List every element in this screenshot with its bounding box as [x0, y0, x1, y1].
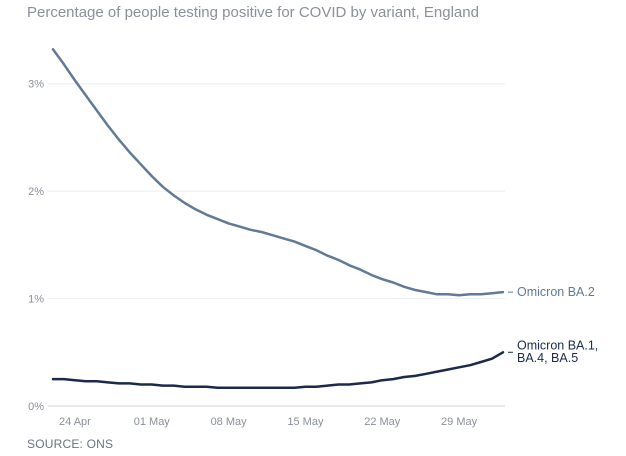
x-tick-label: 08 May — [211, 416, 248, 428]
y-tick-label: 3% — [28, 79, 44, 91]
x-axis: 24 Apr 01 May 08 May 15 May 22 May 29 May — [59, 416, 478, 428]
x-tick-label: 01 May — [134, 416, 171, 428]
y-tick-label: 1% — [28, 294, 44, 306]
x-tick-label: 22 May — [364, 416, 401, 428]
series-lines — [51, 48, 505, 389]
chart-title: Percentage of people testing positive fo… — [27, 4, 479, 21]
y-tick-label: 0% — [28, 401, 44, 413]
x-tick-label: 29 May — [441, 416, 478, 428]
series-label: Omicron BA.1, — [517, 338, 598, 352]
grid-lines — [48, 83, 505, 407]
x-tick-label: 24 Apr — [59, 416, 91, 428]
series-label: Omicron BA.2 — [517, 285, 595, 299]
source-note: SOURCE: ONS — [27, 437, 114, 451]
series-labels: Omicron BA.2 Omicron BA.1,BA.4, BA.5 — [508, 285, 598, 365]
series-line-1 — [51, 351, 505, 389]
series-label: BA.4, BA.5 — [517, 351, 578, 365]
y-axis: 0% 1% 2% 3% — [28, 79, 44, 413]
x-tick-label: 15 May — [287, 416, 324, 428]
y-tick-label: 2% — [28, 186, 44, 198]
series-line-0 — [51, 48, 505, 297]
